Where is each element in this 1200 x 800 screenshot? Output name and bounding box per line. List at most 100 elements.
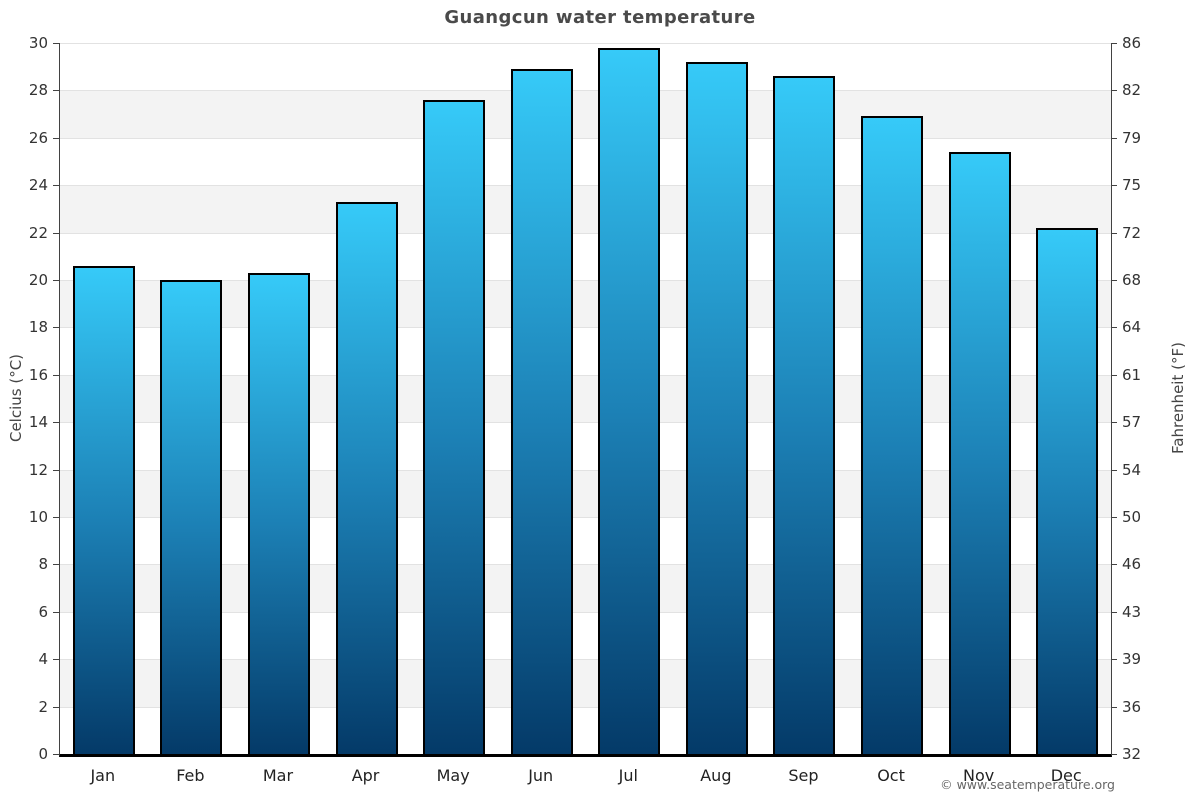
- y-tick-fahrenheit: 43: [1122, 602, 1142, 621]
- x-axis-label-sep: Sep: [788, 766, 819, 785]
- y-tick-celsius: 30: [28, 34, 48, 52]
- grid-band: [60, 564, 1111, 612]
- y-tick-fahrenheit: 68: [1122, 271, 1142, 289]
- y-axis-label-fahrenheit: Fahrenheit (°F): [1169, 342, 1187, 454]
- grid-band: [60, 280, 1111, 328]
- tick-mark-left: [53, 706, 59, 708]
- y-tick-celsius: 20: [28, 271, 48, 289]
- gridline: [60, 659, 1111, 661]
- tick-mark-right: [1111, 327, 1117, 329]
- tick-mark-right: [1111, 43, 1117, 44]
- bar-oct: [861, 116, 924, 754]
- grid-band: [60, 185, 1111, 233]
- tick-mark-right: [1111, 374, 1117, 376]
- bar-sep: [773, 76, 836, 754]
- y-tick-celsius: 2: [38, 697, 48, 716]
- y-tick-fahrenheit: 75: [1122, 176, 1142, 195]
- y-tick-celsius: 16: [28, 365, 48, 384]
- y-tick-fahrenheit: 57: [1122, 413, 1142, 432]
- tick-mark-right: [1111, 611, 1117, 613]
- y-tick-celsius: 12: [28, 460, 48, 479]
- tick-mark-left: [53, 517, 59, 518]
- y-tick-celsius: 18: [28, 318, 48, 337]
- bar-aug: [685, 61, 748, 754]
- bar-jan: [72, 265, 135, 754]
- tick-mark-right: [1111, 422, 1117, 424]
- tick-mark-left: [53, 185, 59, 187]
- y-tick-fahrenheit: 64: [1122, 318, 1142, 337]
- grid-band: [60, 469, 1111, 517]
- gridline: [60, 611, 1111, 613]
- bar-jun: [510, 69, 573, 754]
- gridline: [60, 280, 1111, 281]
- bar-apr: [335, 201, 398, 754]
- tick-mark-left: [53, 659, 59, 661]
- bar-nov: [948, 152, 1011, 754]
- x-axis-label-oct: Oct: [877, 766, 905, 785]
- y-tick-celsius: 8: [38, 555, 48, 574]
- y-tick-fahrenheit: 54: [1122, 460, 1142, 479]
- gridline: [60, 422, 1111, 424]
- gridline: [60, 232, 1111, 234]
- gridline: [60, 137, 1111, 139]
- tick-mark-left: [53, 754, 59, 755]
- y-tick-fahrenheit: 36: [1122, 697, 1142, 716]
- y-tick-celsius: 10: [28, 508, 48, 526]
- tick-mark-left: [53, 280, 59, 281]
- x-axis-label-jul: Jul: [618, 766, 638, 785]
- gridline: [60, 517, 1111, 518]
- x-axis-label-mar: Mar: [262, 766, 294, 785]
- y-tick-celsius: 22: [28, 223, 48, 242]
- x-axis-label-dec: Dec: [1050, 766, 1082, 785]
- x-axis-label-nov: Nov: [963, 766, 995, 785]
- y-tick-celsius: 6: [38, 602, 48, 621]
- tick-mark-left: [53, 611, 59, 613]
- tick-mark-right: [1111, 280, 1117, 281]
- tick-mark-right: [1111, 232, 1117, 234]
- y-tick-fahrenheit: 32: [1122, 745, 1142, 763]
- tick-mark-right: [1111, 659, 1117, 661]
- grid-band: [60, 659, 1111, 707]
- gridline: [60, 90, 1111, 92]
- x-axis-label-aug: Aug: [700, 766, 732, 785]
- y-tick-fahrenheit: 39: [1122, 650, 1142, 669]
- tick-mark-right: [1111, 754, 1117, 755]
- tick-mark-left: [53, 374, 59, 376]
- gridline: [60, 374, 1111, 376]
- x-axis-label-apr: Apr: [351, 766, 380, 785]
- y-tick-celsius: 0: [38, 745, 48, 763]
- tick-mark-right: [1111, 517, 1117, 518]
- y-tick-fahrenheit: 61: [1122, 365, 1142, 384]
- tick-mark-left: [53, 43, 59, 44]
- grid-band: [60, 374, 1111, 423]
- chart-title: Guangcun water temperature: [444, 7, 756, 28]
- gridline: [60, 185, 1111, 187]
- y-tick-celsius: 14: [28, 413, 48, 432]
- y-tick-celsius: 28: [28, 81, 48, 100]
- x-axis-label-feb: Feb: [176, 766, 205, 785]
- tick-mark-right: [1111, 469, 1117, 471]
- bar-dec: [1036, 227, 1099, 754]
- y-tick-fahrenheit: 46: [1122, 555, 1142, 574]
- tick-mark-left: [53, 422, 59, 424]
- copyright-attribution: © www.seatemperature.org: [940, 777, 1115, 792]
- tick-mark-left: [53, 137, 59, 139]
- bar-mar: [247, 272, 310, 754]
- gridline: [60, 469, 1111, 471]
- tick-mark-right: [1111, 90, 1117, 92]
- tick-mark-right: [1111, 185, 1117, 187]
- y-tick-celsius: 24: [28, 176, 48, 195]
- tick-mark-left: [53, 469, 59, 471]
- gridline: [60, 43, 1111, 44]
- y-tick-celsius: 26: [28, 128, 48, 147]
- gridline: [60, 706, 1111, 708]
- y-tick-fahrenheit: 72: [1122, 223, 1142, 242]
- y-tick-fahrenheit: 82: [1122, 81, 1142, 100]
- tick-mark-right: [1111, 564, 1117, 566]
- y-tick-fahrenheit: 50: [1122, 508, 1142, 526]
- tick-mark-left: [53, 564, 59, 566]
- tick-mark-left: [53, 327, 59, 329]
- tick-mark-left: [53, 232, 59, 234]
- gridline: [60, 327, 1111, 329]
